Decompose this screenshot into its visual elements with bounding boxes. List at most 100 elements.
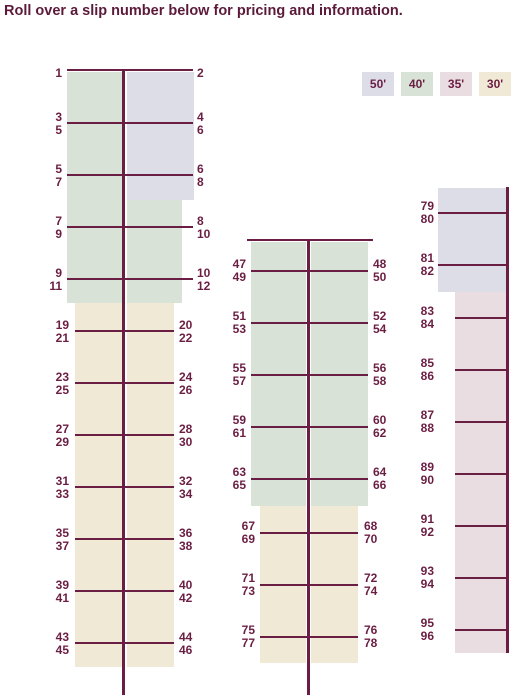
slip-number-9[interactable]: 9: [55, 266, 62, 280]
slip-number-10[interactable]: 10: [197, 266, 211, 280]
slip-number-20[interactable]: 20: [179, 318, 193, 332]
slip-number-85[interactable]: 85: [420, 356, 434, 370]
slip-number-8[interactable]: 8: [197, 175, 204, 189]
slip-number-59[interactable]: 59: [232, 413, 246, 427]
slip-number-68[interactable]: 68: [364, 519, 378, 533]
slip-number-90[interactable]: 90: [420, 473, 434, 487]
slip-block-50: [438, 188, 507, 292]
slip-number-40[interactable]: 40: [179, 578, 193, 592]
slip-number-69[interactable]: 69: [241, 532, 255, 546]
slip-number-32[interactable]: 32: [179, 474, 193, 488]
slip-number-62[interactable]: 62: [373, 426, 387, 440]
finger-pier: [67, 278, 193, 280]
slip-number-76[interactable]: 76: [364, 623, 378, 637]
slip-number-48[interactable]: 48: [373, 257, 387, 271]
slip-number-1[interactable]: 1: [55, 66, 62, 80]
slip-number-41[interactable]: 41: [55, 591, 69, 605]
slip-number-83[interactable]: 83: [420, 304, 434, 318]
slip-number-38[interactable]: 38: [179, 539, 193, 553]
slip-number-22[interactable]: 22: [179, 331, 193, 345]
slip-number-82[interactable]: 82: [420, 264, 434, 278]
slip-number-46[interactable]: 46: [179, 643, 193, 657]
slip-number-91[interactable]: 91: [420, 512, 434, 526]
finger-pier: [438, 264, 507, 266]
slip-number-47[interactable]: 47: [232, 257, 246, 271]
slip-number-37[interactable]: 37: [55, 539, 69, 553]
slip-number-44[interactable]: 44: [179, 630, 193, 644]
slip-number-10[interactable]: 10: [197, 227, 211, 241]
slip-number-42[interactable]: 42: [179, 591, 193, 605]
slip-number-74[interactable]: 74: [364, 584, 378, 598]
slip-number-87[interactable]: 87: [420, 408, 434, 422]
slip-number-6[interactable]: 6: [197, 162, 204, 176]
slip-number-58[interactable]: 58: [373, 374, 387, 388]
slip-number-52[interactable]: 52: [373, 309, 387, 323]
slip-number-77[interactable]: 77: [241, 636, 255, 650]
slip-number-57[interactable]: 57: [232, 374, 246, 388]
slip-number-45[interactable]: 45: [55, 643, 69, 657]
slip-number-34[interactable]: 34: [179, 487, 193, 501]
slip-number-96[interactable]: 96: [420, 629, 434, 643]
slip-number-30[interactable]: 30: [179, 435, 193, 449]
slip-number-24[interactable]: 24: [179, 370, 193, 384]
slip-number-64[interactable]: 64: [373, 465, 387, 479]
slip-number-7[interactable]: 7: [55, 214, 62, 228]
slip-number-50[interactable]: 50: [373, 270, 387, 284]
slip-number-95[interactable]: 95: [420, 616, 434, 630]
slip-number-71[interactable]: 71: [241, 571, 255, 585]
slip-number-39[interactable]: 39: [55, 578, 69, 592]
finger-pier: [251, 374, 368, 376]
slip-number-5[interactable]: 5: [55, 162, 62, 176]
slip-number-27[interactable]: 27: [55, 422, 69, 436]
slip-number-6[interactable]: 6: [197, 123, 204, 137]
slip-number-12[interactable]: 12: [197, 279, 211, 293]
slip-number-70[interactable]: 70: [364, 532, 378, 546]
slip-number-29[interactable]: 29: [55, 435, 69, 449]
slip-number-94[interactable]: 94: [420, 577, 434, 591]
slip-number-80[interactable]: 80: [420, 212, 434, 226]
slip-number-78[interactable]: 78: [364, 636, 378, 650]
slip-number-89[interactable]: 89: [420, 460, 434, 474]
slip-number-54[interactable]: 54: [373, 322, 387, 336]
slip-number-67[interactable]: 67: [241, 519, 255, 533]
slip-number-81[interactable]: 81: [420, 251, 434, 265]
slip-number-63[interactable]: 63: [232, 465, 246, 479]
slip-number-92[interactable]: 92: [420, 525, 434, 539]
slip-number-5[interactable]: 5: [55, 123, 62, 137]
slip-number-23[interactable]: 23: [55, 370, 69, 384]
slip-number-72[interactable]: 72: [364, 571, 378, 585]
slip-number-43[interactable]: 43: [55, 630, 69, 644]
slip-number-73[interactable]: 73: [241, 584, 255, 598]
slip-number-26[interactable]: 26: [179, 383, 193, 397]
slip-number-88[interactable]: 88: [420, 421, 434, 435]
slip-number-55[interactable]: 55: [232, 361, 246, 375]
slip-number-9[interactable]: 9: [55, 227, 62, 241]
slip-number-51[interactable]: 51: [232, 309, 246, 323]
slip-number-2[interactable]: 2: [197, 66, 204, 80]
slip-number-93[interactable]: 93: [420, 564, 434, 578]
slip-number-31[interactable]: 31: [55, 474, 69, 488]
slip-number-75[interactable]: 75: [241, 623, 255, 637]
slip-number-3[interactable]: 3: [55, 110, 62, 124]
slip-number-56[interactable]: 56: [373, 361, 387, 375]
slip-number-11[interactable]: 11: [49, 279, 62, 293]
slip-number-33[interactable]: 33: [55, 487, 69, 501]
slip-number-36[interactable]: 36: [179, 526, 193, 540]
slip-number-7[interactable]: 7: [55, 175, 62, 189]
slip-number-4[interactable]: 4: [197, 110, 204, 124]
slip-number-79[interactable]: 79: [420, 199, 434, 213]
slip-number-86[interactable]: 86: [420, 369, 434, 383]
slip-number-25[interactable]: 25: [55, 383, 69, 397]
slip-number-49[interactable]: 49: [232, 270, 246, 284]
slip-number-19[interactable]: 19: [55, 318, 69, 332]
slip-number-28[interactable]: 28: [179, 422, 193, 436]
slip-number-65[interactable]: 65: [232, 478, 246, 492]
slip-number-35[interactable]: 35: [55, 526, 69, 540]
slip-number-66[interactable]: 66: [373, 478, 387, 492]
slip-number-60[interactable]: 60: [373, 413, 387, 427]
slip-number-21[interactable]: 21: [55, 331, 69, 345]
slip-number-84[interactable]: 84: [420, 317, 434, 331]
slip-number-53[interactable]: 53: [232, 322, 246, 336]
slip-number-61[interactable]: 61: [232, 426, 246, 440]
slip-number-8[interactable]: 8: [197, 214, 204, 228]
